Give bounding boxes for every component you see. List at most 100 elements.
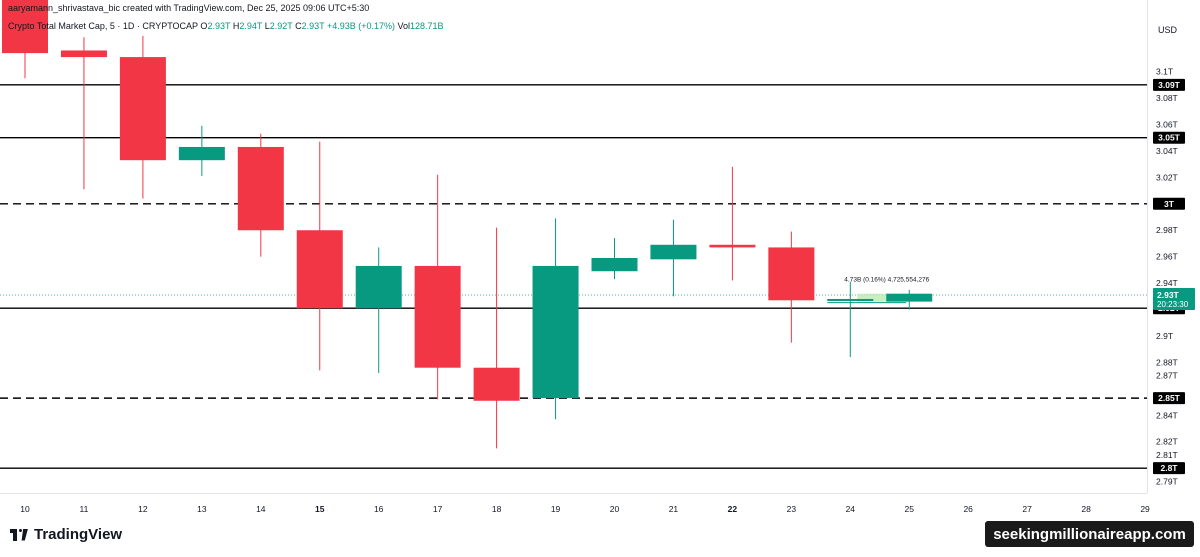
brand-text: TradingView <box>34 526 123 543</box>
level-badge <box>1153 392 1185 405</box>
x-tick-label: 10 <box>20 504 30 514</box>
candle[interactable] <box>768 231 815 343</box>
x-tick-label: 25 <box>905 504 915 514</box>
y-tick-label: 2.84T <box>1156 410 1178 420</box>
level-badge-label: 3T <box>1164 199 1175 209</box>
x-tick-label: 24 <box>846 504 856 514</box>
candle-body <box>591 258 638 272</box>
level-badge-label: 3.09T <box>1158 80 1181 90</box>
candle[interactable] <box>532 218 579 420</box>
y-tick-label: 2.9T <box>1156 331 1173 341</box>
level-badge <box>1153 78 1185 91</box>
low-value: 2.92T <box>269 21 293 31</box>
candle[interactable] <box>886 289 933 310</box>
x-tick-label: 22 <box>728 504 738 514</box>
x-tick-label: 29 <box>1140 504 1150 514</box>
x-tick-label: 13 <box>197 504 207 514</box>
x-tick-label: 16 <box>374 504 384 514</box>
candle[interactable] <box>827 281 874 358</box>
high-value: 2.94T <box>239 21 263 31</box>
candle-body <box>532 265 579 399</box>
close-value: 2.93T <box>301 21 325 31</box>
x-tick-label: 26 <box>963 504 973 514</box>
candle[interactable] <box>355 247 402 373</box>
candle-body <box>709 244 756 248</box>
candle-body <box>414 265 461 368</box>
bar-countdown-label: 20:23:30 <box>1157 300 1189 309</box>
candle[interactable] <box>237 133 284 257</box>
y-tick-label: 2.82T <box>1156 437 1178 447</box>
x-tick-label: 12 <box>138 504 148 514</box>
current-price-badge <box>1153 288 1195 311</box>
y-tick-label: 2.96T <box>1156 252 1178 262</box>
high-label: H <box>232 21 240 31</box>
candle[interactable] <box>119 35 166 199</box>
volume-label: Vol <box>397 21 411 31</box>
candle-body <box>827 298 874 301</box>
x-tick-label: 27 <box>1022 504 1032 514</box>
candle[interactable] <box>709 166 756 281</box>
candle-body <box>886 293 933 302</box>
candle-body <box>178 146 225 161</box>
y-tick-label: 2.98T <box>1156 225 1178 235</box>
low-label: L <box>264 21 270 31</box>
tradingview-brand[interactable]: TradingView <box>10 526 122 543</box>
level-badge <box>1153 131 1185 144</box>
candle[interactable] <box>2 0 48 79</box>
candle[interactable] <box>60 37 107 190</box>
x-tick-label: 15 <box>315 504 325 514</box>
volume-value: 128.71B <box>410 21 444 31</box>
candle-body <box>60 50 107 58</box>
candle-body <box>768 247 815 301</box>
y-tick-label: 3.04T <box>1156 146 1178 156</box>
y-tick-label: 3.08T <box>1156 93 1178 103</box>
candle-body <box>650 244 697 260</box>
y-tick-label: 2.87T <box>1156 371 1178 381</box>
candle-body <box>237 146 284 231</box>
y-tick-label: 2.94T <box>1156 278 1178 288</box>
level-badge-label: 2.85T <box>1158 393 1181 403</box>
candle-body <box>119 57 166 161</box>
x-tick-label: 21 <box>669 504 679 514</box>
y-tick-label: 2.81T <box>1156 450 1178 460</box>
projection-label: 4.73B (0.16%) 4,725,554,276 <box>844 277 929 284</box>
y-tick-label: 2.88T <box>1156 357 1178 367</box>
currency-label[interactable]: USD <box>1158 25 1178 35</box>
y-tick-label: 2.79T <box>1156 476 1178 486</box>
y-tick-label: 3.06T <box>1156 119 1178 129</box>
y-tick-label: 3.02T <box>1156 172 1178 182</box>
candle[interactable] <box>591 238 638 280</box>
y-tick-label: 3.1T <box>1156 67 1173 77</box>
candle[interactable] <box>650 219 697 297</box>
open-label: O <box>200 21 208 31</box>
level-badge-label: 2.8T <box>1160 463 1178 473</box>
candle[interactable] <box>296 141 343 371</box>
x-tick-label: 11 <box>80 504 89 514</box>
watermark-badge: seekingmillionaireapp.com <box>985 521 1194 547</box>
x-tick-label: 17 <box>433 504 443 514</box>
x-tick-label: 20 <box>610 504 620 514</box>
level-badge <box>1153 462 1185 475</box>
x-tick-label: 18 <box>492 504 502 514</box>
candle[interactable] <box>414 174 461 400</box>
symbol-name[interactable]: Crypto Total Market Cap, 5 · 1D · CRYPTO… <box>8 21 198 31</box>
tradingview-logo-icon <box>10 528 28 541</box>
candle[interactable] <box>473 227 520 449</box>
level-badge-label: 3.05T <box>1158 133 1181 143</box>
projection-box <box>857 293 912 302</box>
change-value: +4.93B (+0.17%) <box>326 21 395 31</box>
x-tick-label: 19 <box>551 504 561 514</box>
x-tick-label: 14 <box>256 504 266 514</box>
x-tick-label: 28 <box>1081 504 1091 514</box>
chart-credit: aaryamann_shrivastava_bic created with T… <box>8 3 370 13</box>
candle-body <box>296 230 343 309</box>
current-price-label: 2.93T <box>1157 290 1180 300</box>
candle-body <box>473 367 520 401</box>
open-value: 2.93T <box>207 21 231 31</box>
candle[interactable] <box>178 125 225 177</box>
candle-body <box>2 0 48 54</box>
symbol-legend: Crypto Total Market Cap, 5 · 1D · CRYPTO… <box>8 21 444 31</box>
close-label: C <box>295 21 302 31</box>
level-badge <box>1153 197 1185 210</box>
